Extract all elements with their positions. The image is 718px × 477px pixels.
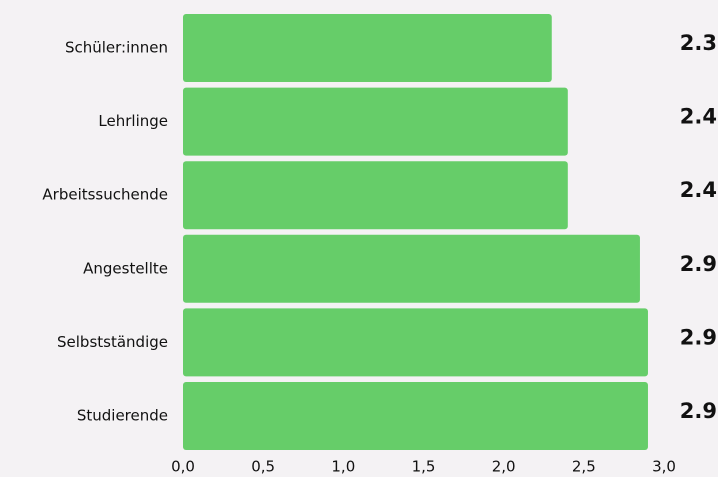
x-tick-label: 1,5	[412, 458, 436, 476]
category-label: Arbeitssuchende	[42, 186, 168, 204]
bar	[183, 161, 568, 230]
bar	[183, 87, 568, 156]
x-tick-label: 2,0	[492, 458, 516, 476]
category-label: Selbstständige	[57, 333, 168, 351]
value-label: 2.3	[680, 31, 717, 55]
category-label: Lehrlinge	[98, 112, 168, 130]
category-label: Schüler:innen	[65, 39, 168, 57]
value-label: 2.4	[680, 178, 717, 202]
bar	[183, 382, 648, 450]
x-tick-label: 0,0	[171, 458, 195, 476]
x-tick-label: 0,5	[251, 458, 275, 476]
value-label: 2.4	[680, 105, 717, 129]
x-tick-label: 2,5	[572, 458, 596, 476]
value-label: 2.9	[680, 325, 717, 349]
bar	[183, 308, 648, 377]
value-label: 2.9	[680, 399, 717, 423]
x-tick-label: 3,0	[652, 458, 676, 476]
x-tick-label: 1,0	[331, 458, 355, 476]
bar	[183, 234, 640, 303]
value-label: 2.9	[680, 252, 717, 276]
category-label: Studierende	[77, 407, 168, 425]
category-label: Angestellte	[83, 259, 168, 277]
bar	[183, 14, 552, 82]
